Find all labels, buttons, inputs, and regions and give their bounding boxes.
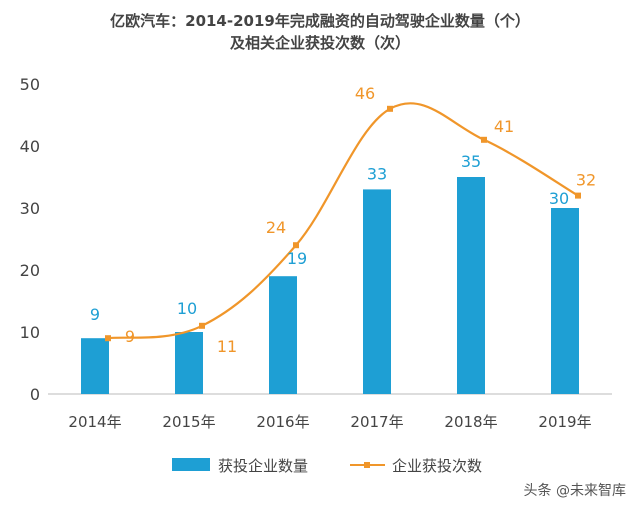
bar-data-label: 33 [367, 164, 387, 183]
chart-subtitle: 及相关企业获投次数（次） [229, 34, 410, 52]
bar-data-label: 9 [90, 305, 100, 324]
bar [269, 276, 297, 394]
line-marker [481, 136, 487, 143]
x-tick-label: 2014年 [68, 413, 121, 431]
line-data-label: 11 [217, 337, 237, 356]
legend-line-marker [364, 462, 370, 468]
x-tick-label: 2018年 [444, 413, 497, 431]
y-tick-label: 50 [20, 75, 40, 94]
y-tick-label: 20 [20, 261, 40, 280]
line-marker [105, 335, 111, 342]
watermark: 头条 @未来智库 [523, 483, 626, 499]
chart-title: 亿欧汽车：2014-2019年完成融资的自动驾驶企业数量（个） [110, 12, 530, 30]
line-data-label: 41 [494, 117, 514, 136]
bar-data-label: 19 [287, 249, 307, 268]
y-tick-label: 0 [30, 385, 40, 404]
x-tick-label: 2015年 [162, 413, 215, 431]
legend-bar-label: 获投企业数量 [218, 457, 308, 475]
line-data-label: 32 [576, 171, 596, 190]
x-tick-label: 2016年 [256, 413, 309, 431]
bar [363, 189, 391, 394]
bar [81, 338, 109, 394]
x-tick-label: 2017年 [350, 413, 403, 431]
y-tick-label: 40 [20, 137, 40, 156]
legend-bar-swatch [172, 458, 210, 471]
line-data-label: 24 [266, 218, 286, 237]
line-marker [293, 242, 299, 249]
line-marker [387, 105, 393, 112]
y-tick-label: 10 [20, 323, 40, 342]
bar-data-label: 10 [177, 299, 197, 318]
x-tick-label: 2019年 [538, 413, 591, 431]
line-data-label: 46 [355, 84, 375, 103]
bar [551, 208, 579, 394]
line-data-label: 9 [125, 327, 135, 346]
bar [175, 332, 203, 394]
line-marker [199, 322, 205, 329]
line-marker [575, 192, 581, 199]
bar-data-label: 35 [461, 152, 481, 171]
y-tick-label: 30 [20, 199, 40, 218]
bar-data-label: 30 [549, 189, 569, 208]
legend-line-label: 企业获投次数 [392, 457, 482, 475]
bar [457, 177, 485, 394]
